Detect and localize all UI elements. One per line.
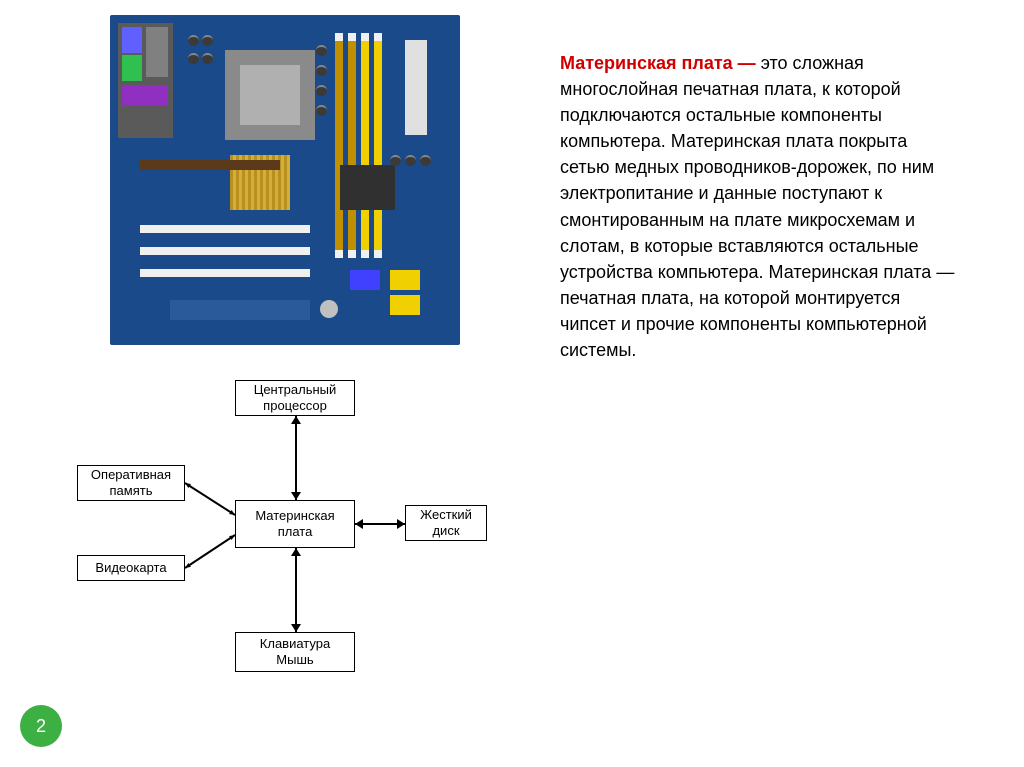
- capacitor: [390, 155, 401, 166]
- ram-slot-4: [374, 33, 382, 258]
- cpu-socket-inner: [240, 65, 300, 125]
- left-column: [90, 15, 540, 345]
- capacitor: [316, 105, 327, 116]
- capacitor: [202, 53, 213, 64]
- capacitor: [188, 35, 199, 46]
- ps2-port2: [122, 55, 142, 81]
- arrow-head-icon: [291, 624, 301, 632]
- capacitor: [202, 35, 213, 46]
- pcie-x16-slot: [140, 160, 280, 170]
- capacitor: [316, 85, 327, 96]
- body-text: это сложная многослойная печатная плата,…: [560, 53, 954, 360]
- arrow-head-icon: [397, 519, 405, 529]
- arrow-head-icon: [291, 548, 301, 556]
- capacitor: [316, 65, 327, 76]
- ram-slot-3: [361, 33, 369, 258]
- motherboard-image: [110, 15, 460, 345]
- connector-line: [295, 548, 297, 632]
- connector-line: [65, 380, 495, 700]
- serial-port: [146, 27, 168, 77]
- battery: [320, 300, 338, 318]
- arrow-head-icon: [355, 519, 363, 529]
- floppy: [350, 270, 380, 290]
- parallel-port: [122, 85, 168, 105]
- capacitor: [188, 53, 199, 64]
- capacitor: [316, 45, 327, 56]
- pci-slot-2: [140, 247, 310, 255]
- atx-power: [405, 40, 427, 135]
- page-number: 2: [36, 716, 46, 737]
- pci-slot-1: [140, 225, 310, 233]
- southbridge: [340, 165, 395, 210]
- title: Материнская плата —: [560, 53, 756, 73]
- capacitor: [420, 155, 431, 166]
- ram-slot-2: [348, 33, 356, 258]
- ram-slot-1: [335, 33, 343, 258]
- ide-2: [390, 295, 420, 315]
- pci-slot-3: [140, 269, 310, 277]
- ide-1: [390, 270, 420, 290]
- front-panel: [170, 300, 310, 320]
- page-number-badge: 2: [20, 705, 62, 747]
- description-text: Материнская плата — это сложная многосло…: [560, 50, 960, 363]
- block-diagram: ЦентральныйпроцессорОперативнаяпамятьВид…: [65, 380, 485, 700]
- ps2-port: [122, 27, 142, 53]
- capacitor: [405, 155, 416, 166]
